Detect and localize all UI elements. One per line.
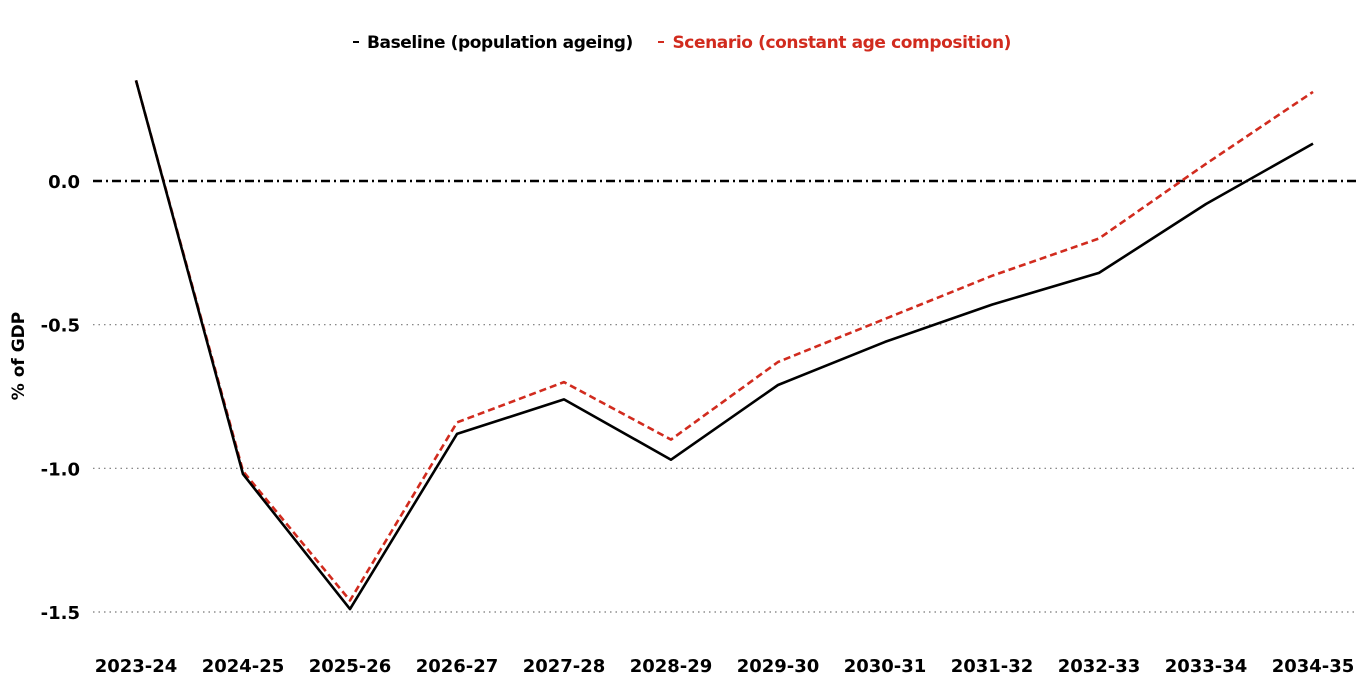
legend-swatch-scenario <box>658 41 665 43</box>
legend-item-scenario: Scenario (constant age composition) <box>658 33 1011 53</box>
x-tick-label: 2031-32 <box>951 656 1034 677</box>
grid-layer <box>93 179 1357 613</box>
x-tick-label: 2029-30 <box>737 656 820 677</box>
tick-layer: -1.5 -1.0 -0.5 0.0 2023-24 2024-25 2025-26 2026… <box>41 172 1355 677</box>
x-tick-label: 2027-28 <box>523 656 606 677</box>
x-tick-label: 2026-27 <box>416 656 499 677</box>
legend-item-baseline: Baseline (population ageing) <box>352 33 633 53</box>
x-tick-label: 2034-35 <box>1272 656 1355 677</box>
x-tick-label: 2025-26 <box>309 656 392 677</box>
legend: Baseline (population ageing) Scenario (c… <box>0 33 1364 53</box>
y-tick-label: 0.0 <box>48 172 80 193</box>
legend-label-scenario: Scenario (constant age composition) <box>672 33 1012 53</box>
y-axis-label: % of GDP <box>9 312 29 400</box>
y-tick-label: -1.5 <box>41 603 80 624</box>
x-tick-label: 2033-34 <box>1165 656 1248 677</box>
series-line-scenario <box>134 80 1314 602</box>
x-tick-label: 2023-24 <box>95 656 178 677</box>
x-tick-label: 2030-31 <box>844 656 927 677</box>
legend-swatch-baseline <box>352 41 359 43</box>
series-layer <box>134 80 1314 611</box>
y-tick-label: -0.5 <box>41 316 80 337</box>
y-tick-label: -1.0 <box>41 459 80 480</box>
x-tick-label: 2028-29 <box>630 656 713 677</box>
series-line-baseline <box>134 80 1314 611</box>
x-tick-label: 2024-25 <box>202 656 285 677</box>
x-tick-label: 2032-33 <box>1058 656 1141 677</box>
legend-label-baseline: Baseline (population ageing) <box>366 33 633 53</box>
